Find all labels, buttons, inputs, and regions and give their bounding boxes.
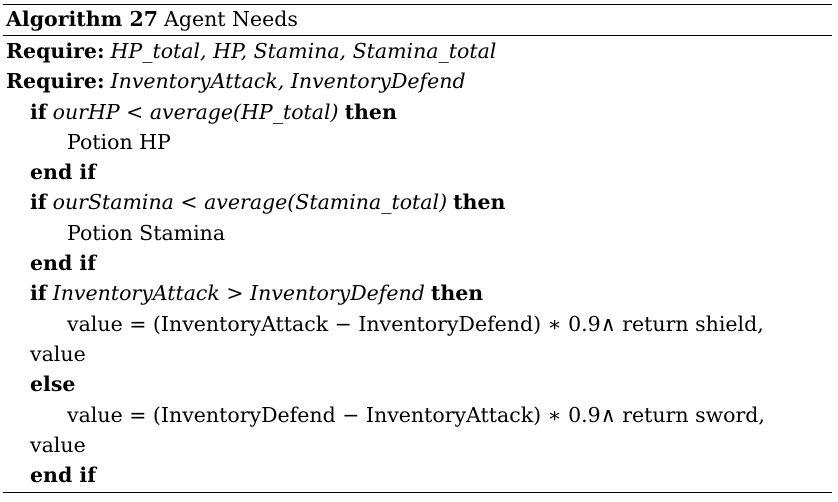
then-keyword: then: [344, 99, 397, 124]
caption-rule: [3, 35, 832, 36]
require-keyword: Require:: [6, 39, 105, 63]
statement-text: value = (InventoryAttack − InventoryDefe…: [67, 311, 764, 336]
end-if-keyword: end if: [30, 463, 97, 488]
require-expression: HP_total, HP, Stamina, Stamina_total: [110, 39, 497, 63]
end-if-line: end if: [3, 248, 832, 278]
if-keyword: if: [30, 190, 47, 215]
statement-text: Potion HP: [67, 129, 171, 154]
end-if-line: end if: [3, 157, 832, 187]
statement-text: value: [30, 341, 86, 366]
if-inventory-line: if InventoryAttack > InventoryDefend then: [3, 278, 832, 308]
algorithm-title: Agent Needs: [164, 7, 298, 31]
require-line-1: Require: HP_total, HP, Stamina, Stamina_t…: [3, 36, 832, 66]
algorithm-box: Algorithm 27 Agent Needs Require: HP_total…: [3, 4, 832, 494]
if-condition: ourHP < average(HP_total): [52, 99, 339, 124]
end-if-line: end if: [3, 460, 832, 490]
return-sword-line: value = (InventoryDefend − InventoryAtta…: [3, 400, 832, 430]
if-hp-line: if ourHP < average(HP_total) then: [3, 97, 832, 127]
algorithm-label: Algorithm 27: [6, 7, 159, 31]
algorithm-caption: Algorithm 27 Agent Needs: [3, 5, 832, 34]
end-if-keyword: end if: [30, 160, 97, 185]
end-if-keyword: end if: [30, 251, 97, 276]
require-expression: InventoryAttack, InventoryDefend: [110, 69, 466, 94]
else-line: else: [3, 369, 832, 399]
else-keyword: else: [30, 372, 76, 397]
if-condition: ourStamina < average(Stamina_total): [52, 190, 448, 215]
require-keyword: Require:: [6, 69, 105, 94]
return-shield-line: value = (InventoryAttack − InventoryDefe…: [3, 309, 832, 339]
potion-hp-line: Potion HP: [3, 127, 832, 157]
statement-text: value: [30, 432, 86, 457]
then-keyword: then: [430, 281, 484, 306]
if-stamina-line: if ourStamina < average(Stamina_total) the…: [3, 187, 832, 217]
statement-text: value = (InventoryDefend − InventoryAtta…: [67, 402, 765, 427]
require-line-2: Require: InventoryAttack, InventoryDefend: [3, 66, 832, 96]
top-rule: [3, 4, 832, 5]
bottom-rule: [3, 492, 832, 494]
if-keyword: if: [30, 281, 47, 306]
then-keyword: then: [453, 190, 506, 215]
if-condition: InventoryAttack > InventoryDefend: [52, 281, 425, 306]
statement-text: Potion Stamina: [67, 220, 226, 245]
return-sword-continuation: value: [3, 430, 832, 460]
potion-stamina-line: Potion Stamina: [3, 218, 832, 248]
if-keyword: if: [30, 99, 47, 124]
return-shield-continuation: value: [3, 339, 832, 369]
